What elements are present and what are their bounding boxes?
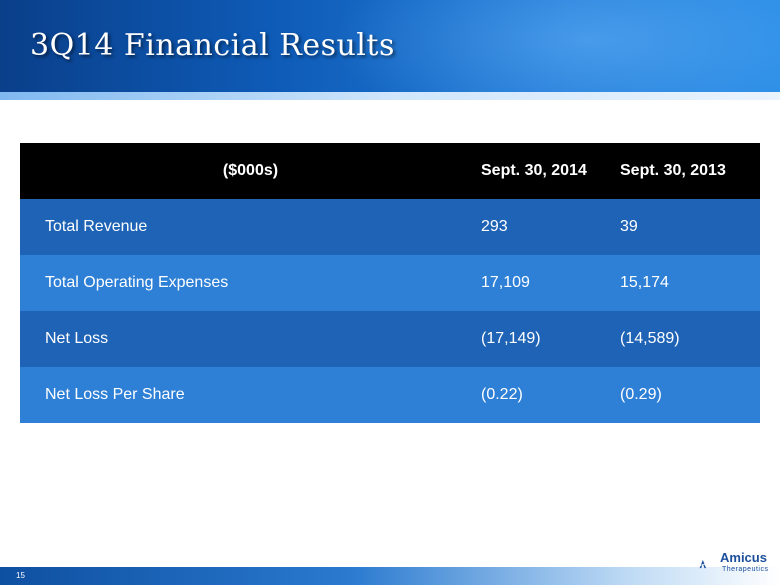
table-row: Net Loss (17,149) (14,589)	[20, 311, 760, 367]
value-2013: 15,174	[620, 274, 669, 291]
banner-glow	[330, 0, 780, 100]
title-banner: 3Q14 Financial Results	[0, 0, 780, 100]
value-2014: 293	[481, 218, 508, 235]
footer-bar	[0, 567, 780, 585]
table-row: Net Loss Per Share (0.22) (0.29)	[20, 367, 760, 423]
column-header-2014: Sept. 30, 2014	[481, 162, 587, 179]
table-row: Total Operating Expenses 17,109 15,174	[20, 255, 760, 311]
table-row: Total Revenue 293 39	[20, 199, 760, 255]
row-label: Total Revenue	[45, 218, 148, 235]
amicus-logo-icon	[699, 559, 707, 569]
financial-results-table: ($000s) Sept. 30, 2014 Sept. 30, 2013 To…	[20, 143, 760, 423]
row-label: Net Loss	[45, 330, 109, 347]
logo-wordmark: Amicus	[720, 550, 767, 565]
value-2014: (0.22)	[481, 386, 523, 403]
value-2013: (14,589)	[620, 330, 680, 347]
value-2013: (0.29)	[620, 386, 662, 403]
banner-stripe	[0, 92, 780, 100]
row-label: Net Loss Per Share	[45, 386, 185, 403]
value-2014: 17,109	[481, 274, 530, 291]
table-header-row: ($000s) Sept. 30, 2014 Sept. 30, 2013	[20, 143, 760, 199]
column-header-2013: Sept. 30, 2013	[620, 162, 726, 179]
row-label: Total Operating Expenses	[45, 274, 229, 291]
column-header-units: ($000s)	[222, 162, 279, 179]
slide-title: 3Q14 Financial Results	[30, 28, 395, 63]
page-number: 15	[16, 571, 25, 580]
logo-tagline: Therapeutics	[722, 566, 769, 573]
value-2013: 39	[620, 218, 638, 235]
value-2014: (17,149)	[481, 330, 541, 347]
